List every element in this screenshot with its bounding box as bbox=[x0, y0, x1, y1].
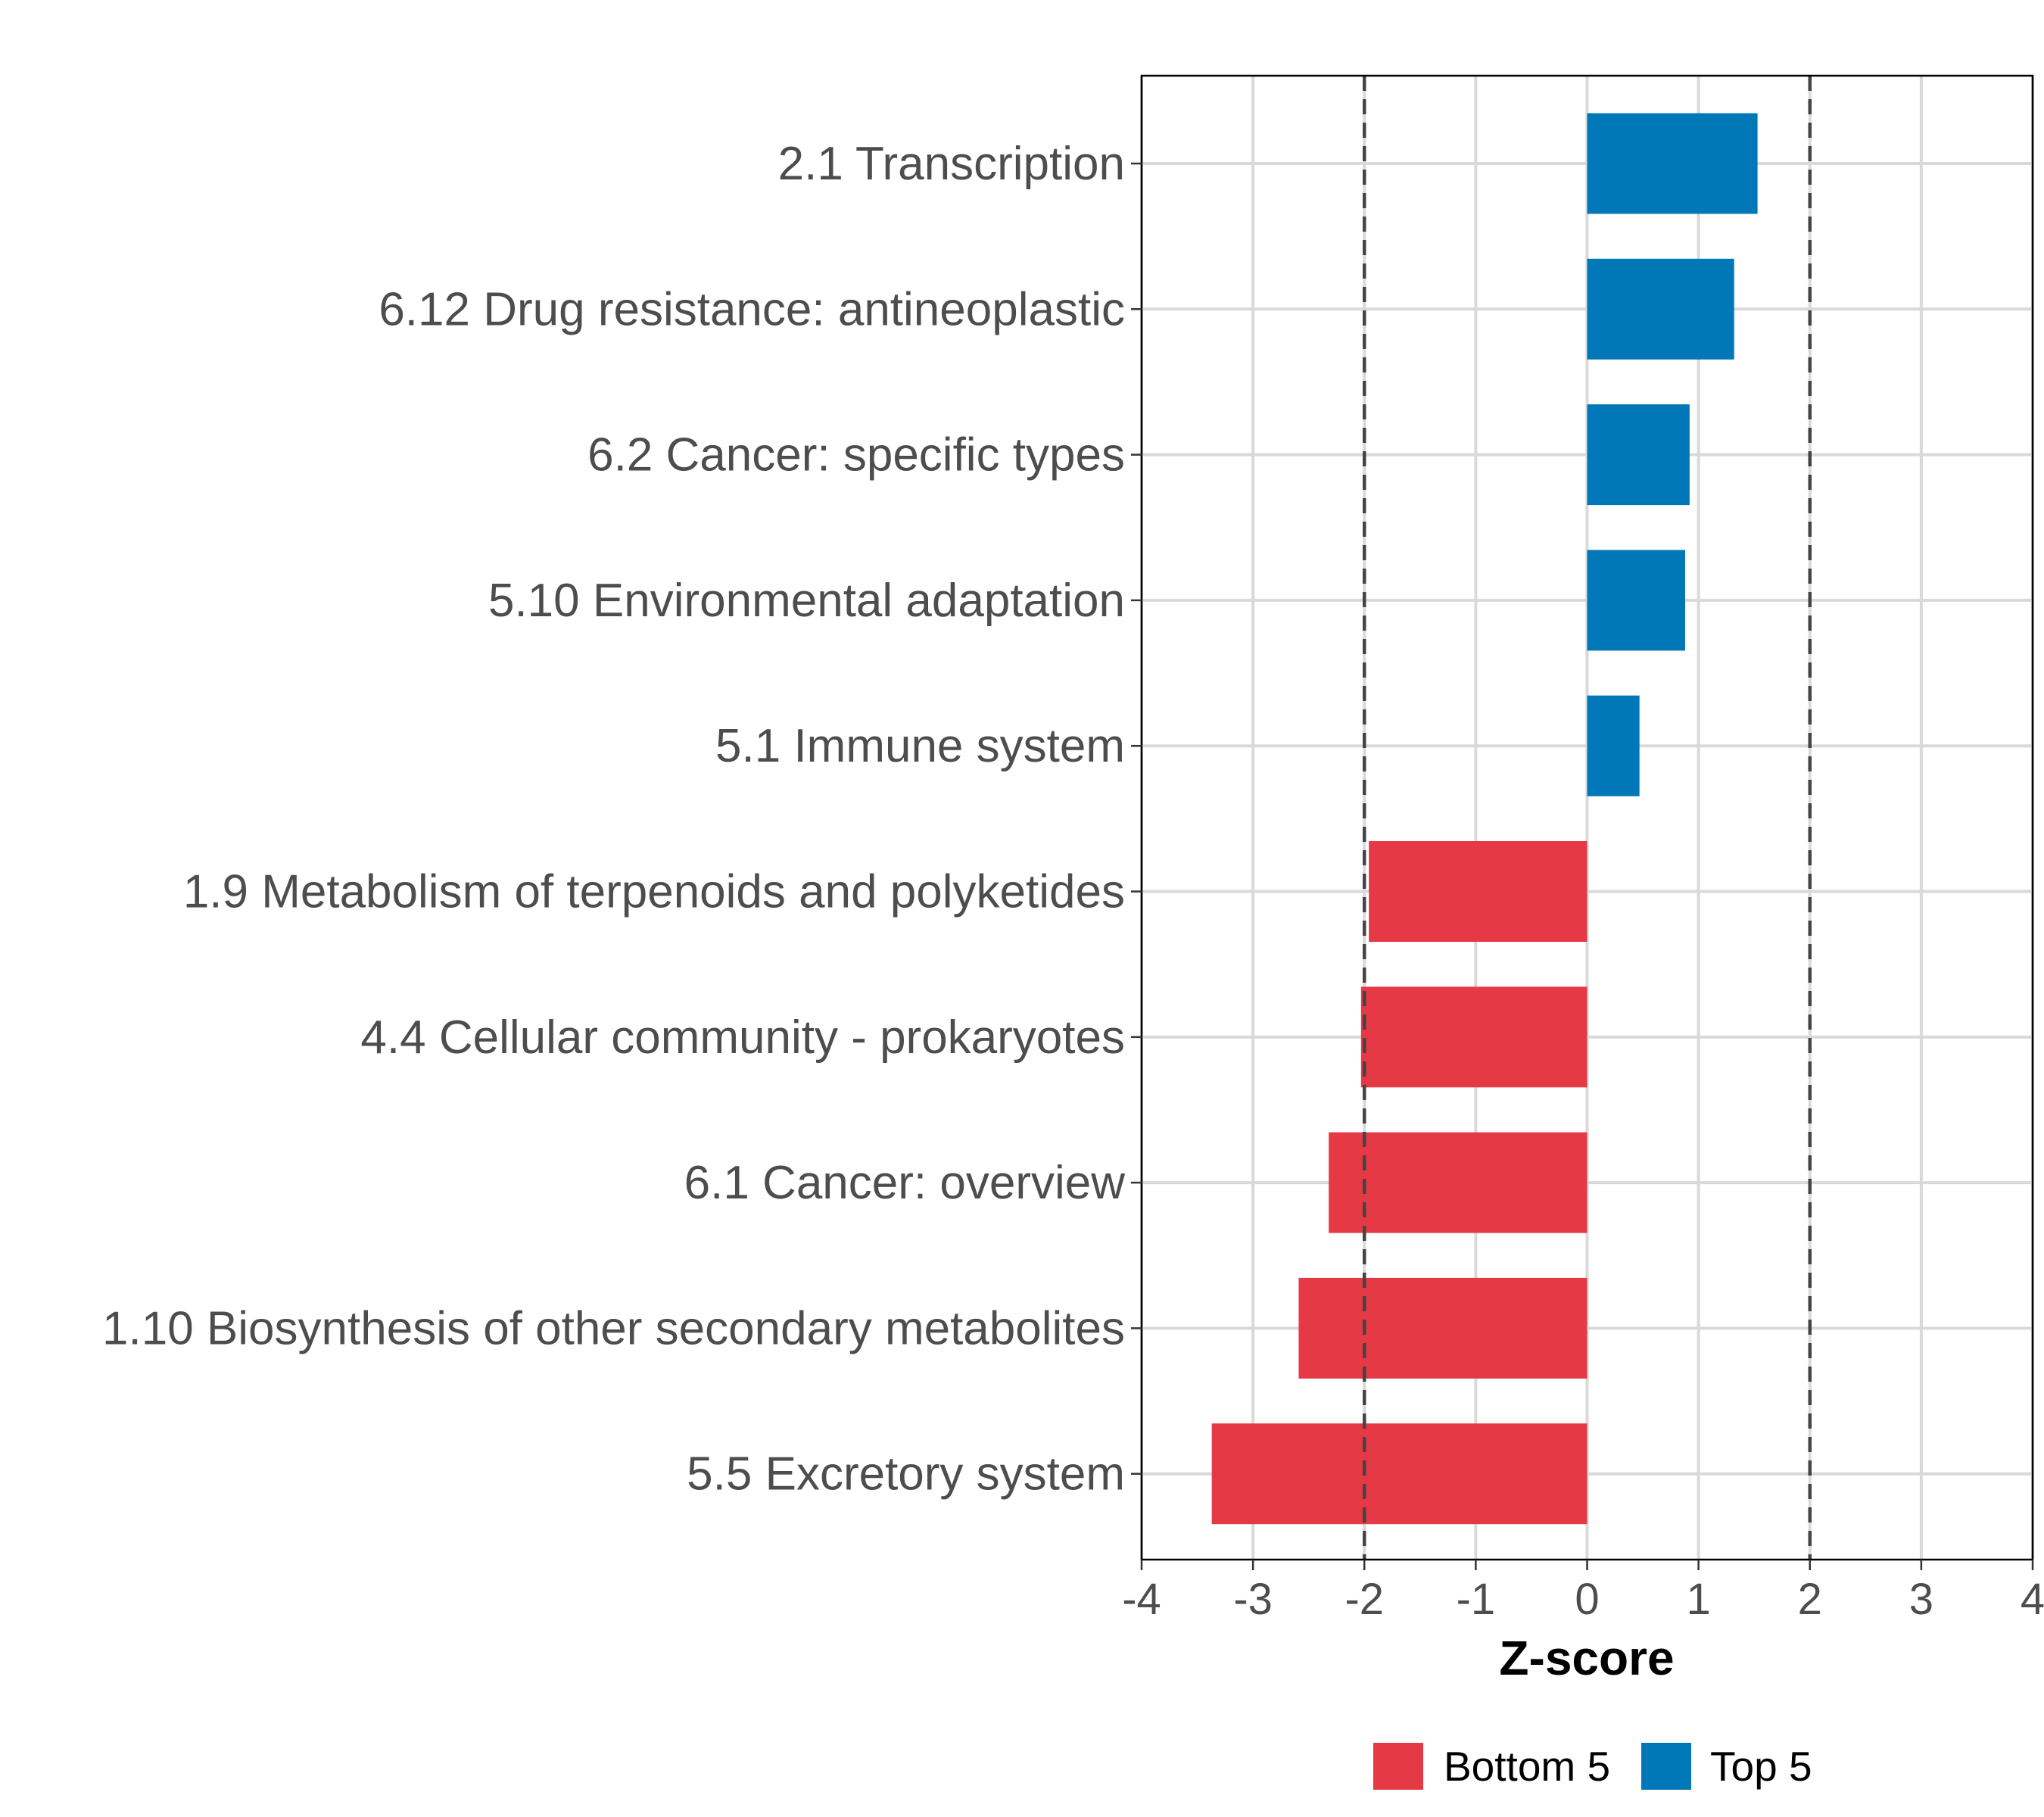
reference-lines bbox=[1363, 76, 1812, 1560]
x-tick-label: 3 bbox=[1909, 1575, 1933, 1624]
x-tick-label: -1 bbox=[1457, 1575, 1496, 1624]
y-axis-label: 6.2 Cancer: specific types bbox=[587, 429, 1125, 482]
y-axis-label: 5.5 Excretory system bbox=[687, 1448, 1125, 1501]
y-axis-label: 4.4 Cellular community - prokaryotes bbox=[360, 1011, 1125, 1064]
bar bbox=[1587, 113, 1758, 214]
x-axis-title: Z-score bbox=[1499, 1631, 1674, 1685]
bar bbox=[1587, 550, 1685, 651]
bar bbox=[1369, 841, 1588, 942]
y-axis-label: 6.1 Cancer: overview bbox=[684, 1157, 1126, 1209]
x-tick-label: -4 bbox=[1122, 1575, 1161, 1624]
legend-label-top5: Top 5 bbox=[1710, 1743, 1812, 1790]
x-axis-ticks: -4 -3 -2 -1 0 1 2 3 4 bbox=[1122, 1560, 2044, 1624]
bar bbox=[1360, 986, 1588, 1088]
y-axis-label: 1.9 Metabolism of terpenoids and polyket… bbox=[183, 866, 1125, 918]
y-axis-label: 5.10 Environmental adaptation bbox=[488, 575, 1125, 627]
x-tick-label: 1 bbox=[1686, 1575, 1710, 1624]
bar bbox=[1587, 404, 1690, 506]
bar bbox=[1587, 258, 1734, 360]
bar bbox=[1211, 1423, 1588, 1525]
x-tick-label: -2 bbox=[1344, 1575, 1384, 1624]
legend-key-top5 bbox=[1641, 1743, 1691, 1790]
x-tick-label: 2 bbox=[1798, 1575, 1822, 1624]
x-tick-label: 4 bbox=[2021, 1575, 2044, 1624]
bar bbox=[1298, 1277, 1588, 1379]
legend-label-bottom5: Bottom 5 bbox=[1444, 1743, 1610, 1790]
y-axis-label: 5.1 Immune system bbox=[715, 720, 1125, 772]
y-axis-label: 6.12 Drug resistance: antineoplastic bbox=[379, 283, 1125, 335]
x-tick-label: -3 bbox=[1233, 1575, 1273, 1624]
y-axis-label: 1.10 Biosynthesis of other secondary met… bbox=[102, 1302, 1125, 1354]
legend-key-bottom5 bbox=[1373, 1743, 1423, 1790]
bar bbox=[1329, 1132, 1588, 1233]
legend: Bottom 5 Top 5 bbox=[1373, 1743, 1812, 1790]
x-tick-label: 0 bbox=[1575, 1575, 1599, 1624]
y-axis-labels: 2.1 Transcription 6.12 Drug resistance: a… bbox=[102, 138, 1142, 1501]
bars bbox=[1211, 113, 1758, 1525]
y-axis-label: 2.1 Transcription bbox=[778, 138, 1125, 190]
bar bbox=[1587, 695, 1640, 796]
